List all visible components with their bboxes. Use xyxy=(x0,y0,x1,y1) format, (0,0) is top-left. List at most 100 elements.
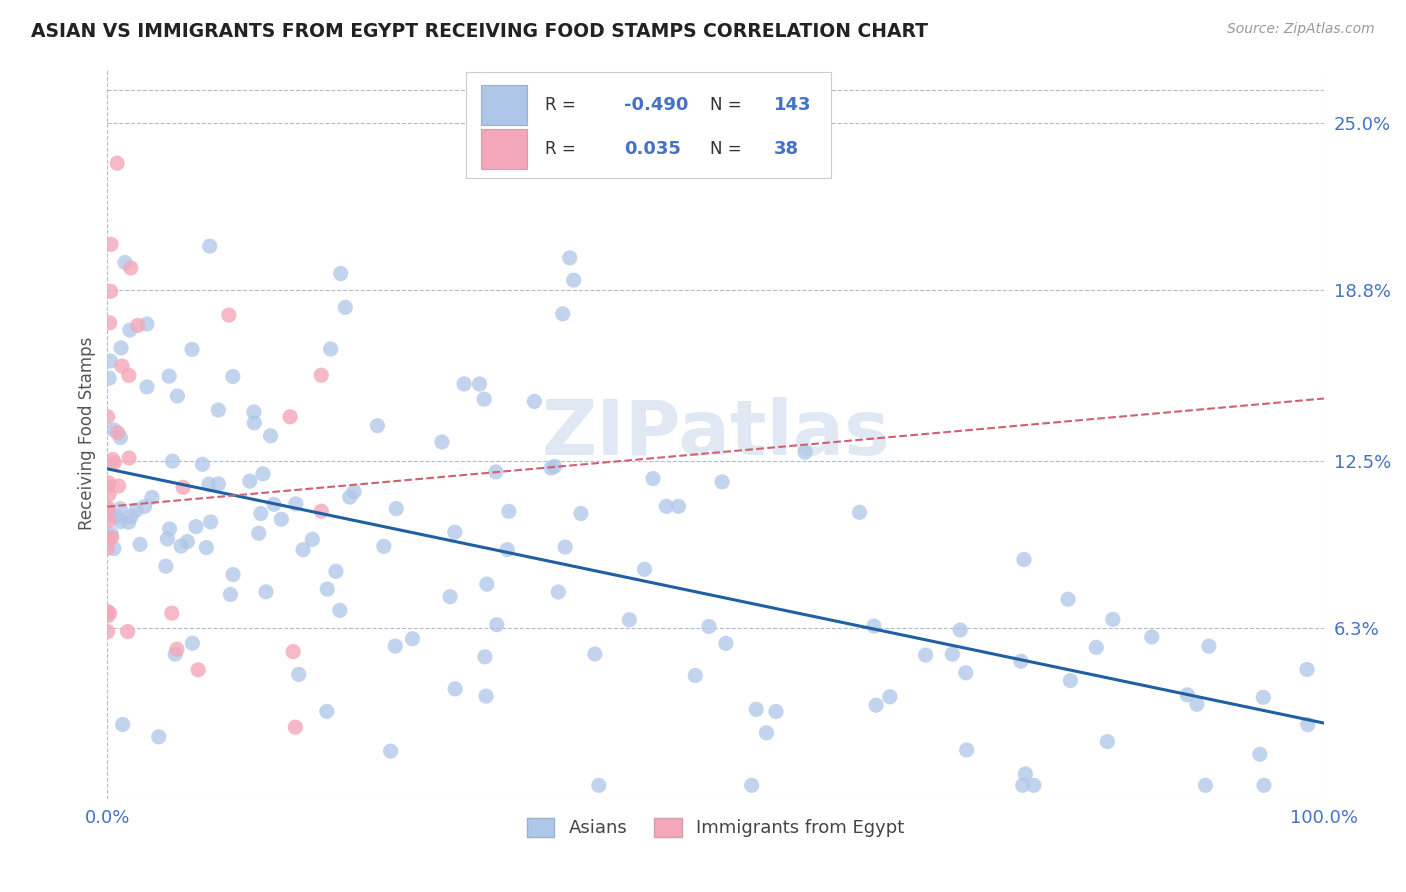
Point xyxy=(1296,717,1319,731)
Point xyxy=(1249,747,1271,762)
Point xyxy=(956,743,979,757)
Point xyxy=(755,726,778,740)
Point xyxy=(685,668,707,682)
Point xyxy=(619,613,641,627)
Point xyxy=(184,519,207,533)
Text: 38: 38 xyxy=(775,140,799,158)
Point xyxy=(384,639,406,653)
Point xyxy=(741,778,763,792)
Point xyxy=(1057,592,1080,607)
Point xyxy=(100,531,122,545)
Point xyxy=(1253,778,1275,792)
Point xyxy=(135,380,157,394)
Point xyxy=(97,475,120,490)
Point xyxy=(401,632,423,646)
Point xyxy=(118,450,141,465)
Point xyxy=(166,642,188,657)
Text: N =: N = xyxy=(710,140,741,158)
Point xyxy=(96,500,118,515)
Point xyxy=(98,354,121,368)
Point xyxy=(198,477,221,491)
Point xyxy=(325,565,347,579)
Point xyxy=(848,505,870,519)
Point xyxy=(97,533,120,548)
Point xyxy=(98,316,121,330)
Point xyxy=(135,317,157,331)
Text: ZIPatlas: ZIPatlas xyxy=(541,397,890,471)
Point xyxy=(222,567,245,582)
Point xyxy=(96,480,118,494)
Point xyxy=(292,542,315,557)
Point xyxy=(134,500,156,514)
Point xyxy=(745,702,768,716)
Point xyxy=(1085,640,1108,655)
Point xyxy=(1177,688,1199,702)
Point xyxy=(181,343,204,357)
Point xyxy=(103,541,125,556)
Point xyxy=(97,624,120,639)
Point xyxy=(156,532,179,546)
Point xyxy=(110,501,132,516)
Point xyxy=(335,301,357,315)
Point xyxy=(569,507,592,521)
Point xyxy=(141,491,163,505)
Text: 0.035: 0.035 xyxy=(624,140,682,158)
Point xyxy=(207,403,229,417)
Point xyxy=(1296,662,1319,676)
Point xyxy=(195,541,218,555)
Point xyxy=(98,606,121,620)
Point xyxy=(110,431,132,445)
Point xyxy=(98,509,121,524)
Point xyxy=(120,260,142,275)
Point xyxy=(468,376,491,391)
Point xyxy=(198,239,221,253)
Point xyxy=(301,533,323,547)
Point xyxy=(98,487,121,501)
Point xyxy=(472,392,495,406)
Point xyxy=(475,577,498,591)
Point xyxy=(239,474,262,488)
Point xyxy=(633,562,655,576)
Point xyxy=(157,369,180,384)
Point xyxy=(430,435,453,450)
Point xyxy=(1140,630,1163,644)
Point xyxy=(562,273,585,287)
Point xyxy=(159,522,181,536)
Point xyxy=(114,255,136,269)
Point xyxy=(443,525,465,540)
Point xyxy=(125,503,148,517)
Point xyxy=(111,359,134,373)
Point xyxy=(558,251,581,265)
Point xyxy=(98,371,121,385)
Text: R =: R = xyxy=(546,140,576,158)
Point xyxy=(540,461,562,475)
Point xyxy=(879,690,901,704)
Point xyxy=(263,497,285,511)
Point xyxy=(1251,690,1274,705)
Point xyxy=(97,608,120,623)
Bar xyxy=(481,128,527,169)
Point xyxy=(914,648,936,662)
Point xyxy=(1010,654,1032,668)
Point xyxy=(155,559,177,574)
Point xyxy=(711,475,734,489)
Point xyxy=(655,500,678,514)
Point xyxy=(309,368,332,383)
Point xyxy=(101,452,124,467)
Point xyxy=(96,529,118,543)
Point xyxy=(385,501,408,516)
Text: N =: N = xyxy=(710,96,741,114)
Point xyxy=(1198,639,1220,653)
Point xyxy=(259,429,281,443)
Point xyxy=(329,267,352,281)
Point xyxy=(222,369,245,384)
Point xyxy=(249,507,271,521)
Point xyxy=(97,409,120,424)
Point xyxy=(498,504,520,518)
Point xyxy=(111,717,134,731)
Point xyxy=(485,465,508,479)
Point xyxy=(474,649,496,664)
Point xyxy=(485,617,508,632)
Point xyxy=(319,342,342,356)
Point xyxy=(1185,698,1208,712)
